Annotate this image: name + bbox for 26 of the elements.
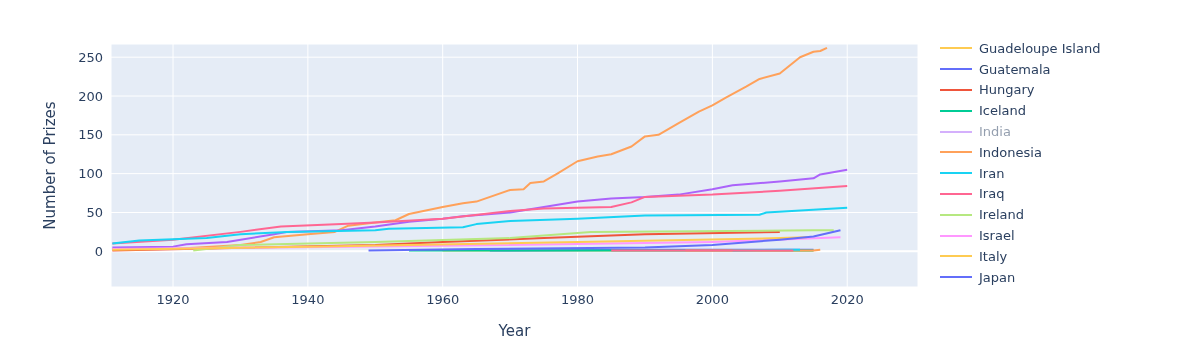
x-tick-label: 1960 — [426, 292, 460, 308]
y-tick-label: 200 — [78, 88, 103, 104]
y-tick-label: 250 — [78, 49, 103, 65]
legend-label: Ireland — [979, 207, 1024, 223]
y-tick-label: 50 — [86, 205, 103, 221]
legend-label: Israel — [979, 228, 1015, 244]
legend-label: Indonesia — [979, 144, 1042, 160]
legend-label: Guadeloupe Island — [979, 40, 1101, 56]
x-tick-label: 1940 — [291, 292, 325, 308]
y-tick-label: 150 — [78, 127, 103, 143]
x-tick-label: 1980 — [560, 292, 595, 308]
legend-label: Japan — [979, 269, 1016, 285]
x-tick-label: 2000 — [695, 292, 729, 308]
legend-label: Hungary — [979, 82, 1035, 98]
x-tick-label: 2020 — [830, 292, 864, 308]
x-axis-title: Year — [497, 322, 532, 340]
legend-label: Iraq — [979, 186, 1005, 202]
legend-label: Italy — [979, 248, 1008, 264]
legend-label: Iran — [979, 165, 1005, 181]
y-tick-label: 100 — [78, 166, 103, 182]
y-axis-title: Number of Prizes — [41, 101, 60, 230]
legend-label: Iceland — [979, 103, 1027, 119]
legend-label: India — [979, 124, 1011, 140]
legend-label: Guatemala — [979, 61, 1051, 77]
y-tick-label: 0 — [94, 243, 103, 259]
x-tick-label: 1920 — [156, 292, 190, 308]
